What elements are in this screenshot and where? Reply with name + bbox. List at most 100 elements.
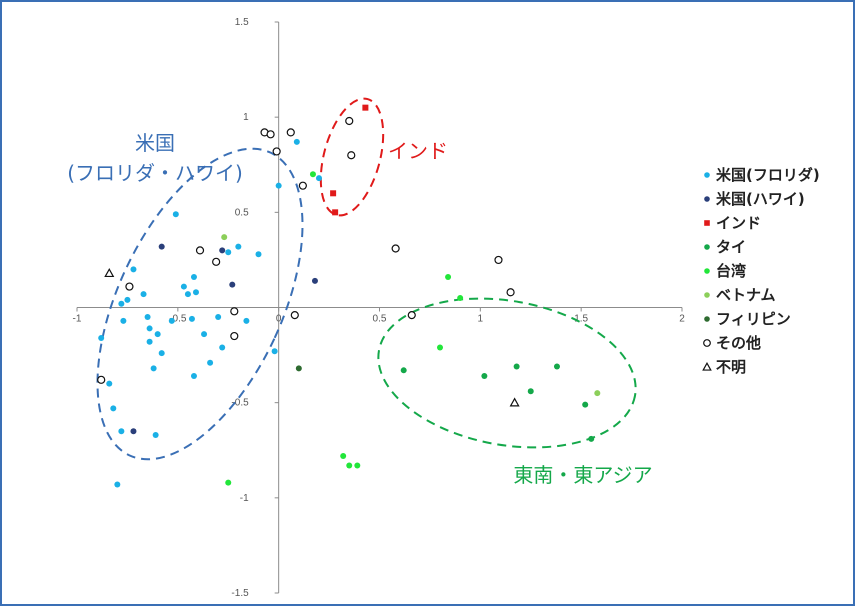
legend-marker xyxy=(702,361,712,371)
data-point xyxy=(235,243,242,250)
data-point xyxy=(362,104,369,111)
data-point xyxy=(290,311,299,320)
data-point xyxy=(190,373,197,380)
series-5 xyxy=(221,234,601,397)
data-point xyxy=(509,397,520,407)
data-point xyxy=(195,246,205,255)
data-point xyxy=(243,317,250,324)
data-point xyxy=(207,359,214,366)
data-point xyxy=(150,365,157,372)
data-point xyxy=(506,288,515,297)
legend-label: インド xyxy=(716,214,761,232)
data-point xyxy=(230,307,239,316)
data-point xyxy=(219,344,226,351)
data-point xyxy=(225,249,232,256)
cluster-ellipses xyxy=(96,97,637,461)
series-7 xyxy=(97,116,515,384)
y-tick-label: -1.5 xyxy=(231,588,249,599)
x-tick-label: 2 xyxy=(679,314,685,325)
annotation-india: インド xyxy=(388,139,448,163)
x-tick-label: 1 xyxy=(478,314,484,325)
data-point xyxy=(594,390,601,397)
data-points xyxy=(97,104,601,488)
data-point xyxy=(201,331,208,338)
data-point xyxy=(230,331,239,341)
data-point xyxy=(188,315,195,322)
data-point xyxy=(400,367,407,374)
data-point xyxy=(219,247,226,254)
ellipse-us xyxy=(96,147,304,461)
x-tick-label: -0.5 xyxy=(169,314,187,325)
data-point xyxy=(154,331,161,338)
legend-label: 米国(ハワイ) xyxy=(716,190,805,208)
legend-marker xyxy=(704,292,710,298)
ellipse-india xyxy=(319,97,385,217)
data-point xyxy=(180,283,187,290)
data-point xyxy=(391,244,400,253)
legend-label: 不明 xyxy=(716,358,746,376)
data-point xyxy=(110,405,117,412)
data-point xyxy=(97,375,106,384)
x-tick-label: 0 xyxy=(276,314,282,325)
data-point xyxy=(354,462,361,469)
data-point xyxy=(158,243,165,250)
cluster-annotations: 米国 (フロリダ・ハワイ) インド 東南・東アジア xyxy=(67,131,652,487)
data-point xyxy=(221,234,228,241)
data-point xyxy=(124,296,131,303)
data-point xyxy=(316,175,322,182)
series-0 xyxy=(98,138,322,488)
y-tick-label: -1 xyxy=(240,493,249,504)
data-point xyxy=(255,251,262,258)
legend-label: ベトナム xyxy=(716,286,776,304)
data-point xyxy=(168,317,175,324)
data-point xyxy=(295,365,302,372)
data-point xyxy=(229,281,236,288)
y-tick-label: 0.5 xyxy=(235,207,249,218)
series-3 xyxy=(400,363,595,442)
data-point xyxy=(192,289,199,296)
legend-marker xyxy=(704,196,710,202)
data-point xyxy=(582,401,589,408)
legend-marker xyxy=(704,316,710,322)
series-8 xyxy=(104,268,520,407)
data-point xyxy=(120,317,127,324)
data-point xyxy=(98,334,105,341)
data-point xyxy=(588,435,595,442)
data-point xyxy=(340,452,347,459)
data-point xyxy=(275,182,282,189)
data-point xyxy=(184,291,191,298)
data-point xyxy=(298,181,307,190)
data-point xyxy=(330,190,337,197)
data-point xyxy=(152,432,159,439)
x-tick-label: -1 xyxy=(73,314,82,325)
legend-marker xyxy=(704,220,710,226)
data-point xyxy=(146,325,153,332)
data-point xyxy=(347,151,356,160)
data-point xyxy=(345,116,354,126)
data-point xyxy=(527,388,534,395)
data-point xyxy=(494,255,503,265)
data-point xyxy=(272,147,281,156)
ellipse-se-asia xyxy=(377,297,637,449)
data-point xyxy=(293,138,300,145)
data-point xyxy=(332,209,339,216)
data-point xyxy=(130,266,137,273)
data-point xyxy=(346,462,353,469)
data-point xyxy=(104,268,115,278)
series-1 xyxy=(130,243,318,435)
data-point xyxy=(158,350,165,357)
data-point xyxy=(125,282,134,291)
x-tick-label: 0.5 xyxy=(373,314,387,325)
data-point xyxy=(271,348,278,355)
data-point xyxy=(212,257,221,266)
data-point xyxy=(309,171,316,178)
data-point xyxy=(140,291,147,298)
legend-marker xyxy=(704,244,710,250)
data-point xyxy=(130,428,137,435)
axes: -1 -0.5 0 0.5 1 1.5 2 -1.5 -1 -0.5 0.5 1 1.5 xyxy=(73,17,686,599)
legend-marker xyxy=(703,339,711,347)
data-point xyxy=(513,363,520,370)
